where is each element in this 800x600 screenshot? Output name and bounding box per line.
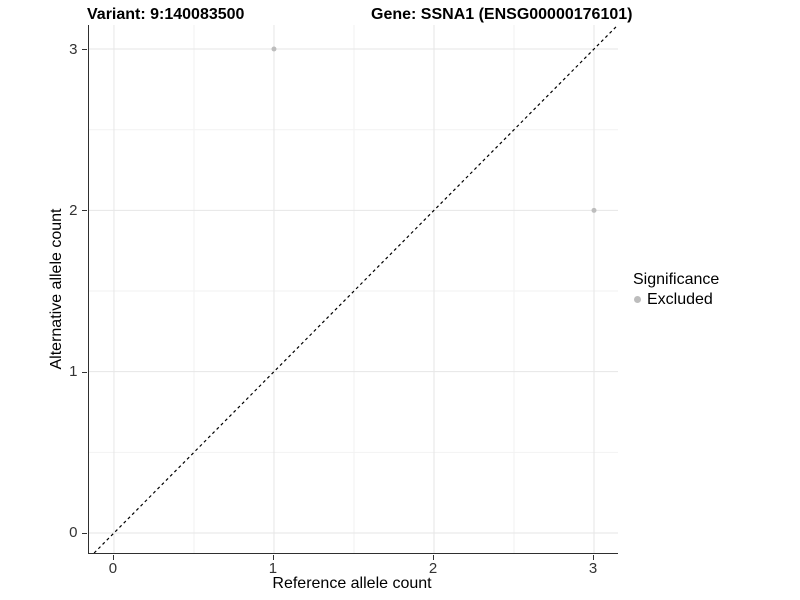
y-tick-mark: [81, 49, 87, 51]
legend-marker-circle-icon: [634, 296, 641, 303]
plot-panel: [88, 25, 618, 554]
x-tick-mark: [592, 554, 594, 560]
data-point: [271, 46, 277, 52]
y-tick-label: 1: [69, 363, 78, 381]
y-tick-mark: [81, 532, 87, 534]
x-axis-title: Reference allele count: [272, 575, 432, 592]
gene-title: Gene: SSNA1 (ENSG00000176101): [371, 6, 633, 23]
identity-dashed-line: [93, 25, 618, 553]
x-tick-mark: [272, 554, 274, 560]
x-tick-label: 2: [428, 560, 438, 577]
plot-canvas: [89, 25, 618, 553]
x-tick-label: 0: [108, 560, 118, 577]
y-axis-title: Alternative allele count: [48, 208, 65, 370]
y-tick-label: 3: [69, 40, 78, 58]
x-tick-label: 1: [268, 560, 278, 577]
y-tick-label: 0: [69, 524, 78, 542]
legend-item-label: Excluded: [647, 291, 713, 308]
y-tick-mark: [81, 371, 87, 373]
x-tick-mark: [112, 554, 114, 560]
y-tick-label: 2: [69, 201, 78, 219]
y-tick-mark: [81, 210, 87, 212]
variant-title: Variant: 9:140083500: [87, 6, 245, 23]
legend-item-excluded: Excluded: [633, 290, 719, 309]
x-tick-label: 3: [588, 560, 598, 577]
legend-title: Significance: [633, 271, 720, 288]
data-point: [591, 207, 597, 213]
legend: Significance Excluded: [633, 270, 719, 309]
x-tick-mark: [432, 554, 434, 560]
